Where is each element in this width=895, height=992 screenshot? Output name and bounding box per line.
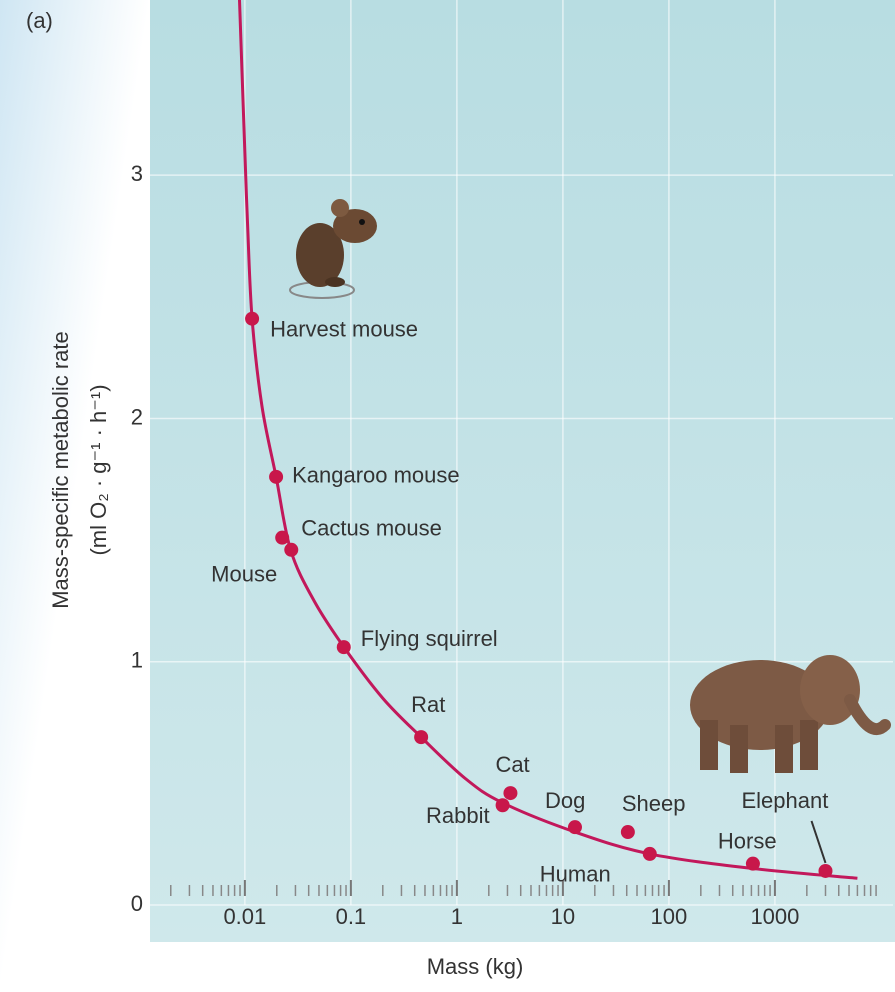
data-point [620, 825, 635, 840]
x-tick-label: 1 [451, 904, 463, 929]
data-point [567, 820, 582, 835]
data-point [269, 469, 284, 484]
data-point [336, 640, 351, 655]
x-tick-label: 0.01 [223, 904, 266, 929]
y-tick-label: 2 [131, 404, 143, 429]
data-point [284, 542, 299, 557]
point-label: Mouse [211, 561, 277, 586]
panel-label: (a) [26, 8, 53, 33]
point-label: Horse [718, 828, 777, 853]
grid [150, 0, 893, 906]
data-point [275, 530, 290, 545]
x-tick-label: 1000 [750, 904, 799, 929]
y-tick-label: 0 [131, 891, 143, 916]
x-tick-label: 10 [551, 904, 575, 929]
point-label: Cactus mouse [301, 516, 442, 541]
data-point [642, 846, 657, 861]
data-point [495, 798, 510, 813]
data-point [414, 730, 429, 745]
side-wash [0, 0, 150, 992]
y-axis-units: (ml O₂ · g⁻¹ · h⁻¹) [86, 384, 111, 555]
data-point [245, 311, 260, 326]
x-axis-label: Mass (kg) [427, 954, 524, 979]
leader-line [810, 820, 827, 864]
mouse-illustration [289, 199, 377, 299]
y-axis-label: Mass-specific metabolic rate [48, 331, 73, 609]
x-tick-label: 0.1 [336, 904, 367, 929]
data-point [818, 863, 833, 878]
x-tick-label: 100 [651, 904, 688, 929]
point-label: Rat [411, 692, 445, 717]
point-label: Cat [495, 752, 529, 777]
point-label: Flying squirrel [361, 626, 498, 651]
data-point [745, 856, 760, 871]
elephant-illustration [690, 655, 891, 773]
data-point [503, 786, 518, 801]
point-label: Sheep [622, 791, 686, 816]
y-tick-label: 1 [131, 648, 143, 673]
point-label: Human [540, 862, 611, 887]
point-label: Harvest mouse [270, 317, 418, 342]
point-label: Dog [545, 788, 585, 813]
point-label: Elephant [741, 788, 828, 813]
point-label: Rabbit [426, 803, 490, 828]
point-label: Kangaroo mouse [292, 463, 460, 488]
y-tick-label: 3 [131, 161, 143, 186]
